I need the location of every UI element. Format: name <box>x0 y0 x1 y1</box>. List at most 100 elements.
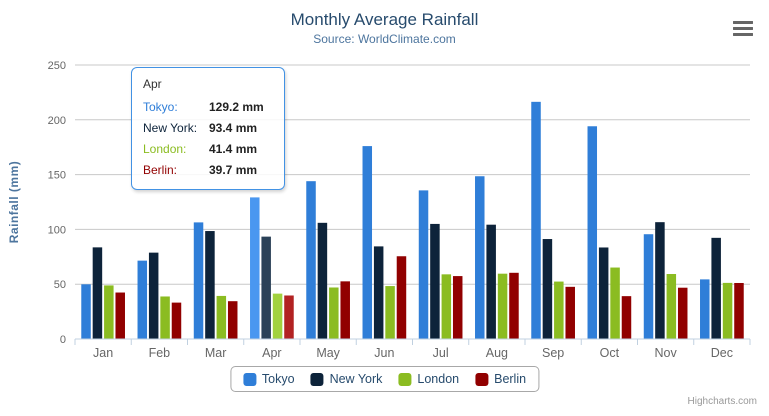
bar-berlin-may[interactable] <box>340 281 350 339</box>
bar-new-york-oct[interactable] <box>598 247 609 339</box>
x-axis-category-label-oct: Oct <box>600 346 620 360</box>
hamburger-menu-icon <box>731 21 755 36</box>
tooltip-series-value: 93.4 mm <box>209 121 258 135</box>
bar-berlin-dec[interactable] <box>734 282 744 339</box>
legend-label: London <box>417 372 460 386</box>
bar-berlin-mar[interactable] <box>227 301 238 339</box>
y-axis-title: Rainfall (mm) <box>7 161 21 244</box>
legend-item-berlin[interactable]: Berlin <box>475 372 526 386</box>
bar-london-may[interactable] <box>329 287 339 339</box>
bar-tokyo-nov[interactable] <box>643 234 654 339</box>
bar-new-york-jan[interactable] <box>92 247 103 339</box>
bar-tokyo-sep[interactable] <box>531 101 541 339</box>
bar-tokyo-mar[interactable] <box>193 222 204 339</box>
tooltip-series-label: Tokyo: <box>143 100 178 114</box>
bar-new-york-apr[interactable] <box>261 236 271 339</box>
legend-item-new-york[interactable]: New York <box>310 372 383 386</box>
bar-tokyo-aug[interactable] <box>475 176 485 339</box>
bar-tokyo-jul[interactable] <box>418 190 429 339</box>
x-axis-category-label-jan: Jan <box>93 346 113 360</box>
bar-london-sep[interactable] <box>554 281 564 339</box>
x-axis-category-label-aug: Aug <box>486 346 508 360</box>
x-axis-category-label-jul: Jul <box>433 346 449 360</box>
y-axis-tick-label: 150 <box>48 170 66 182</box>
bar-london-jun[interactable] <box>385 286 395 339</box>
bar-london-nov[interactable] <box>666 274 677 339</box>
bar-tokyo-jan[interactable] <box>81 284 91 339</box>
legend-label: Tokyo <box>261 372 295 386</box>
bar-london-jan[interactable] <box>104 285 114 339</box>
x-axis-category-label-dec: Dec <box>711 346 733 360</box>
x-axis-category-label-nov: Nov <box>655 346 678 360</box>
bar-london-mar[interactable] <box>216 295 227 339</box>
bar-london-dec[interactable] <box>722 282 733 339</box>
bar-berlin-oct[interactable] <box>621 296 632 339</box>
bar-tokyo-dec[interactable] <box>700 279 710 339</box>
bar-new-york-jun[interactable] <box>373 246 384 339</box>
bar-london-jul[interactable] <box>441 274 452 339</box>
x-axis-category-label-jun: Jun <box>374 346 394 360</box>
legend-swatch-new-york-icon <box>310 372 324 386</box>
tooltip-series-value: 41.4 mm <box>209 142 258 156</box>
bar-berlin-apr[interactable] <box>284 295 294 339</box>
tooltip-category-label: Apr <box>143 77 162 91</box>
bar-tokyo-may[interactable] <box>306 181 316 339</box>
bar-berlin-jul[interactable] <box>452 276 463 339</box>
tooltip-row: London: 41.4 mm <box>143 139 273 160</box>
bar-berlin-aug[interactable] <box>509 272 519 339</box>
bar-london-feb[interactable] <box>160 296 170 339</box>
tooltip-series-label: Berlin: <box>143 163 178 177</box>
context-menu-button[interactable] <box>731 21 755 39</box>
tooltip-row: Berlin: 39.7 mm <box>143 160 273 181</box>
chart-subtitle: Source: WorldClimate.com <box>313 32 456 46</box>
bar-berlin-nov[interactable] <box>677 287 688 339</box>
credits-link[interactable]: Highcharts.com <box>687 396 757 407</box>
bar-new-york-mar[interactable] <box>205 231 215 339</box>
bar-berlin-feb[interactable] <box>171 302 182 339</box>
bar-new-york-feb[interactable] <box>148 252 159 339</box>
bar-new-york-may[interactable] <box>317 222 328 339</box>
bar-london-apr[interactable] <box>272 293 283 339</box>
bar-new-york-jul[interactable] <box>430 223 440 339</box>
y-axis-tick-label: 100 <box>48 224 66 236</box>
x-axis-category-label-apr: Apr <box>262 346 281 360</box>
legend-swatch-tokyo-icon <box>242 372 256 386</box>
bar-tokyo-feb[interactable] <box>137 260 148 339</box>
y-axis-tick-label: 50 <box>54 279 66 291</box>
legend-label: New York <box>329 372 383 386</box>
legend-label: Berlin <box>494 372 527 386</box>
legend: Tokyo New York London Berlin <box>229 366 540 392</box>
bar-berlin-sep[interactable] <box>565 286 575 339</box>
bar-berlin-jan[interactable] <box>115 292 125 339</box>
legend-item-tokyo[interactable]: Tokyo <box>242 372 295 386</box>
y-axis-tick-label: 250 <box>48 60 66 72</box>
tooltip-series-value: 39.7 mm <box>209 163 258 177</box>
bar-tokyo-jun[interactable] <box>362 146 373 339</box>
x-axis-category-label-mar: Mar <box>205 346 227 360</box>
legend-item-london[interactable]: London <box>398 372 459 386</box>
x-axis-category-label-sep: Sep <box>542 346 564 360</box>
bar-new-york-aug[interactable] <box>486 224 496 339</box>
bar-new-york-nov[interactable] <box>655 222 665 339</box>
x-axis-category-label-may: May <box>316 346 340 360</box>
bar-berlin-jun[interactable] <box>396 256 407 339</box>
x-axis-category-label-feb: Feb <box>149 346 171 360</box>
tooltip-row: Tokyo: 129.2 mm <box>143 97 273 118</box>
bar-london-oct[interactable] <box>610 267 620 339</box>
bar-tokyo-oct[interactable] <box>587 126 598 340</box>
tooltip-series-label: New York: <box>143 121 198 135</box>
chart-title: Monthly Average Rainfall <box>290 10 479 29</box>
legend-swatch-berlin-icon <box>475 372 489 386</box>
bar-new-york-dec[interactable] <box>711 237 721 339</box>
y-axis-tick-label: 200 <box>48 115 66 127</box>
bar-london-aug[interactable] <box>497 273 508 339</box>
tooltip: Apr Tokyo: 129.2 mm New York: 93.4 mm Lo… <box>131 67 285 190</box>
bar-new-york-sep[interactable] <box>542 239 553 339</box>
tooltip-row: New York: 93.4 mm <box>143 118 273 139</box>
y-axis-tick-label: 0 <box>60 334 66 346</box>
tooltip-series-label: London: <box>143 142 187 156</box>
bar-tokyo-apr[interactable] <box>250 197 260 339</box>
legend-swatch-london-icon <box>398 372 412 386</box>
